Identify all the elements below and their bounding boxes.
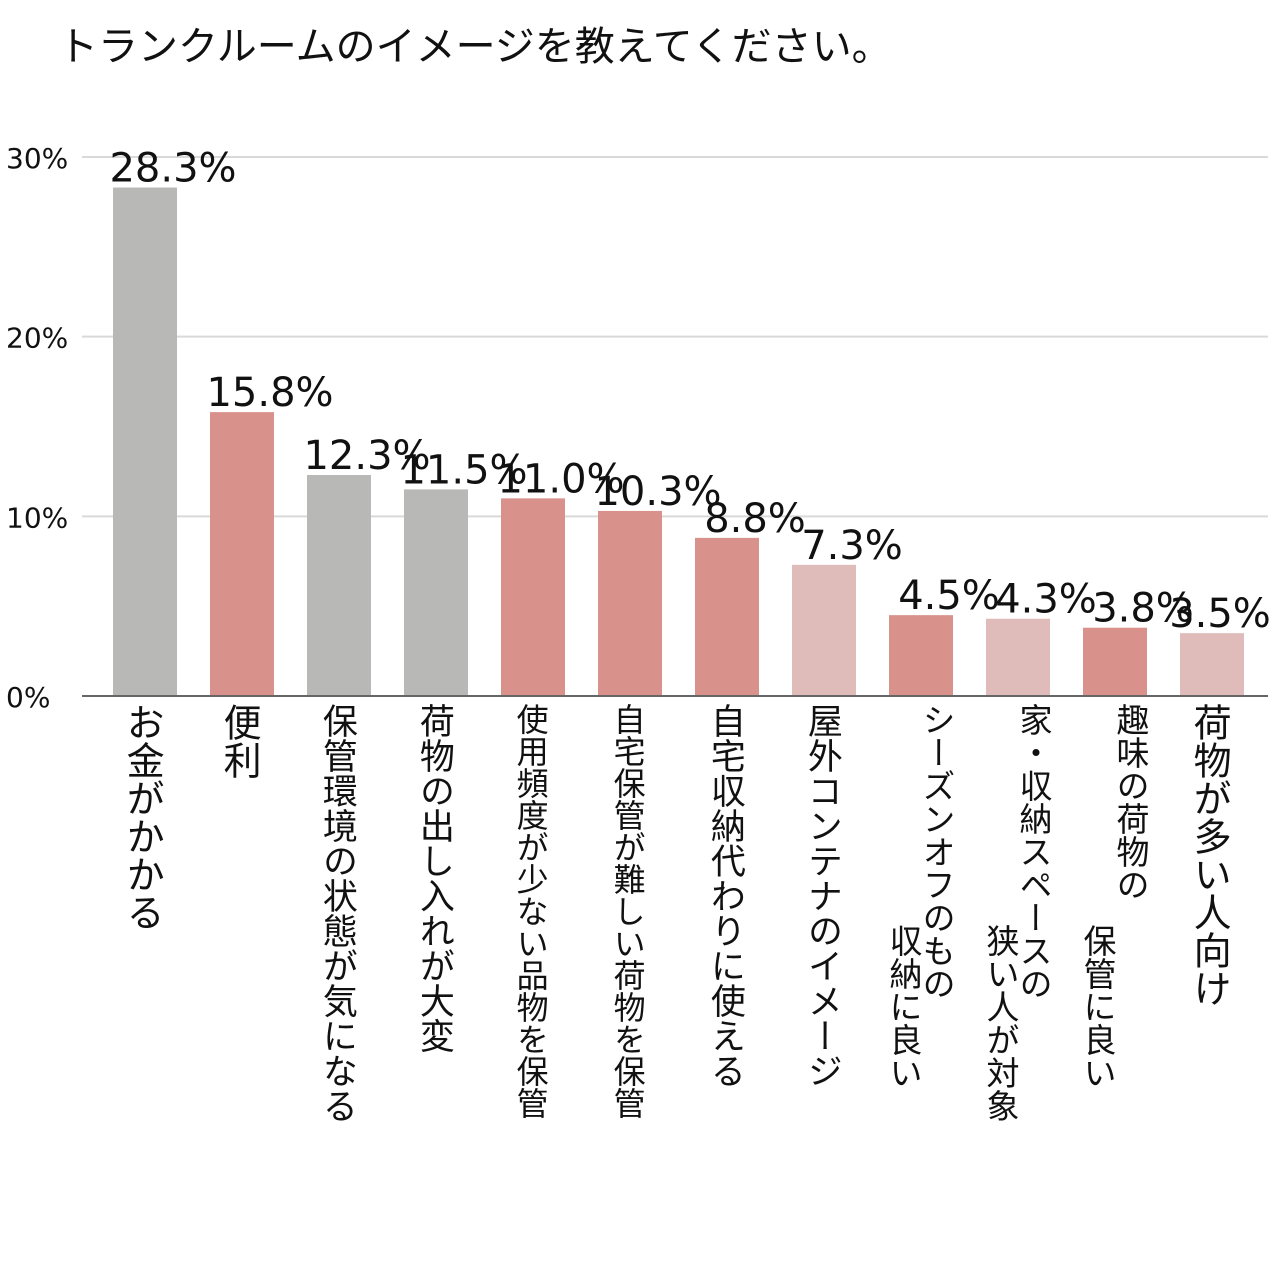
category-label-line: 使用頻度が少ない品物を保管 xyxy=(511,703,550,1119)
category-label-line: 便利 xyxy=(217,703,262,779)
bar xyxy=(695,537,759,696)
category-label: 便利 xyxy=(217,703,262,779)
category-label-line: シーズンオフのもの xyxy=(917,703,957,1000)
value-label: 4.3% xyxy=(995,577,1097,623)
category-label: 荷物が多い人向け xyxy=(1187,703,1232,1007)
category-label-line: お金がかかる xyxy=(120,703,165,931)
category-label: 屋外コンテナのイメージ xyxy=(801,703,842,1088)
category-label-line: 荷物の出し入れが大変 xyxy=(413,703,454,1053)
value-label: 8.8% xyxy=(704,496,806,542)
category-label-line: 収納に良い xyxy=(884,924,924,1090)
bar xyxy=(1083,627,1147,696)
bar xyxy=(501,498,565,696)
category-label: 使用頻度が少ない品物を保管 xyxy=(511,703,550,1119)
bar xyxy=(210,412,274,696)
value-label: 11.5% xyxy=(400,447,527,493)
category-label: 荷物の出し入れが大変 xyxy=(413,703,454,1053)
bar xyxy=(986,618,1050,696)
category-label: 保管環境の状態が気になる xyxy=(316,703,357,1123)
category-label-line: 保管に良い xyxy=(1078,924,1118,1090)
value-label: 3.8% xyxy=(1092,586,1194,632)
bar xyxy=(792,564,856,696)
category-label: シーズンオフのもの 収納に良い xyxy=(884,703,957,1090)
category-label-line: 自宅収納代わりに使える xyxy=(704,703,745,1088)
y-tick-label: 30% xyxy=(6,142,68,175)
y-tick-label: 20% xyxy=(6,322,68,355)
category-label-line: 狭い人が対象 xyxy=(981,924,1021,1123)
category-label: 自宅収納代わりに使える xyxy=(704,703,745,1088)
value-label: 7.3% xyxy=(801,523,903,569)
category-label-line: 屋外コンテナのイメージ xyxy=(801,703,842,1088)
value-label: 3.5% xyxy=(1169,591,1271,637)
category-label: 家・収納スペースの 狭い人が対象 xyxy=(981,703,1054,1123)
value-label: 11.0% xyxy=(497,456,624,502)
value-label: 4.5% xyxy=(898,573,1000,619)
category-label-line: 自宅保管が難しい荷物を保管 xyxy=(608,703,647,1119)
category-label-line: 荷物が多い人向け xyxy=(1187,703,1232,1007)
bar xyxy=(889,615,953,696)
category-label-line: 保管環境の状態が気になる xyxy=(316,703,357,1123)
y-tick-label: 0% xyxy=(6,681,50,714)
category-label-line: 趣味の荷物の xyxy=(1111,703,1151,901)
value-label: 28.3% xyxy=(109,146,236,192)
chart-title: トランクルームのイメージを教えてください。 xyxy=(58,24,892,70)
category-label: 自宅保管が難しい荷物を保管 xyxy=(608,703,647,1119)
bar xyxy=(598,510,662,696)
category-label: 趣味の荷物の保管に良い xyxy=(1078,703,1151,1090)
y-tick-label: 10% xyxy=(6,501,68,534)
bar xyxy=(1180,633,1244,696)
category-label-line: 家・収納スペースの xyxy=(1014,703,1054,1000)
bar xyxy=(307,475,371,696)
value-label: 12.3% xyxy=(303,433,430,479)
value-label: 15.8% xyxy=(206,370,333,416)
value-label: 10.3% xyxy=(594,469,721,515)
bar xyxy=(404,489,468,696)
bar xyxy=(113,187,177,696)
category-label: お金がかかる xyxy=(120,703,165,931)
